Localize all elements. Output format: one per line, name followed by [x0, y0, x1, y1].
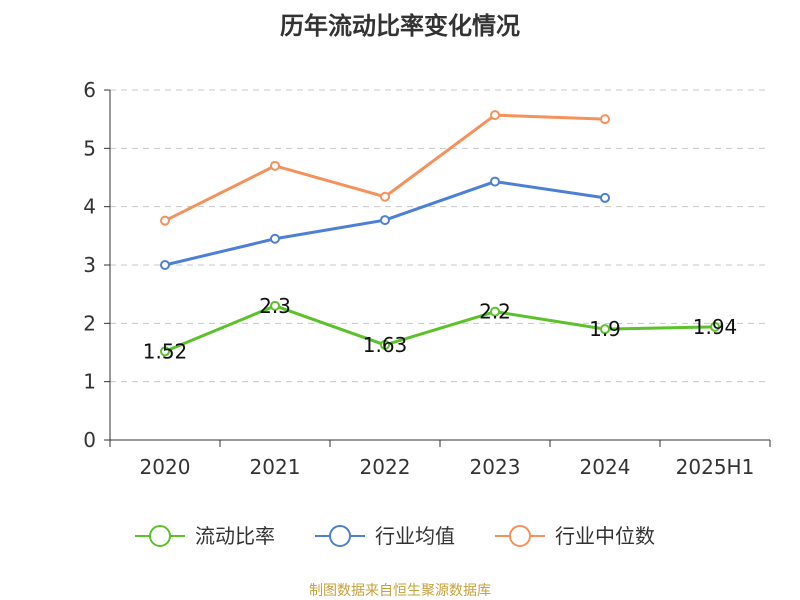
data-label: 2.3: [259, 294, 291, 318]
data-point[interactable]: [160, 260, 170, 270]
x-tick-label: 2023: [470, 455, 521, 479]
legend-item[interactable]: 行业中位数: [495, 524, 655, 548]
y-tick-label: 5: [83, 136, 96, 160]
data-point[interactable]: [270, 300, 280, 311]
series-2: [160, 176, 610, 270]
legend-item[interactable]: 流动比率: [135, 524, 275, 548]
series-line: [163, 113, 607, 223]
legend-label: 行业均值: [375, 524, 455, 548]
series-3: [160, 110, 610, 226]
data-point[interactable]: [270, 233, 280, 244]
data-label: 2.2: [479, 300, 511, 324]
data-label: 1.52: [143, 339, 188, 363]
x-tick-label: 2021: [250, 455, 301, 479]
data-labels: 1.52 2.3 1.63 2.2 1.9 1.94: [143, 294, 738, 364]
legend-label: 流动比率: [195, 524, 275, 548]
series-line: [163, 304, 717, 353]
axes: 0 1 2 3 4 5 6 2020 2021 2022 2023 2024 2025H1: [83, 78, 771, 479]
data-point[interactable]: [380, 339, 390, 350]
data-point[interactable]: [600, 114, 610, 125]
data-point[interactable]: [160, 346, 170, 357]
y-tick-label: 0: [83, 428, 96, 452]
data-point[interactable]: [490, 306, 500, 317]
y-tick-label: 6: [83, 78, 96, 102]
x-tick-label: 2024: [580, 455, 631, 479]
data-point[interactable]: [490, 176, 500, 187]
data-point[interactable]: [270, 160, 280, 171]
legend[interactable]: 流动比率 行业均值 行业中位数: [135, 524, 655, 548]
data-label: 1.9: [589, 317, 621, 341]
series-group: [160, 110, 720, 357]
data-point[interactable]: [600, 192, 610, 203]
y-tick-label: 2: [83, 311, 96, 335]
x-tick-label: 2020: [140, 455, 191, 479]
data-point[interactable]: [380, 191, 390, 202]
legend-marker-icon: [509, 525, 531, 547]
legend-label: 行业中位数: [555, 524, 655, 548]
legend-marker-icon: [149, 525, 171, 547]
x-tick-label: 2022: [360, 455, 411, 479]
source-note: 制图数据来自恒生聚源数据库: [309, 583, 491, 599]
y-tick-label: 3: [83, 253, 96, 277]
series-1: [160, 300, 720, 357]
data-point[interactable]: [710, 321, 720, 332]
data-point[interactable]: [380, 215, 390, 226]
data-point[interactable]: [600, 324, 610, 335]
grid-lines: [110, 89, 770, 383]
data-point[interactable]: [490, 110, 500, 121]
legend-marker-icon: [329, 525, 351, 547]
legend-item[interactable]: 行业均值: [315, 524, 455, 548]
data-label: 1.63: [363, 333, 408, 357]
data-point[interactable]: [160, 215, 170, 226]
x-tick-label: 2025H1: [676, 455, 755, 479]
chart-title: 历年流动比率变化情况: [280, 12, 520, 40]
data-label: 1.94: [693, 315, 738, 339]
y-tick-label: 1: [83, 370, 96, 394]
y-tick-label: 4: [83, 195, 96, 219]
